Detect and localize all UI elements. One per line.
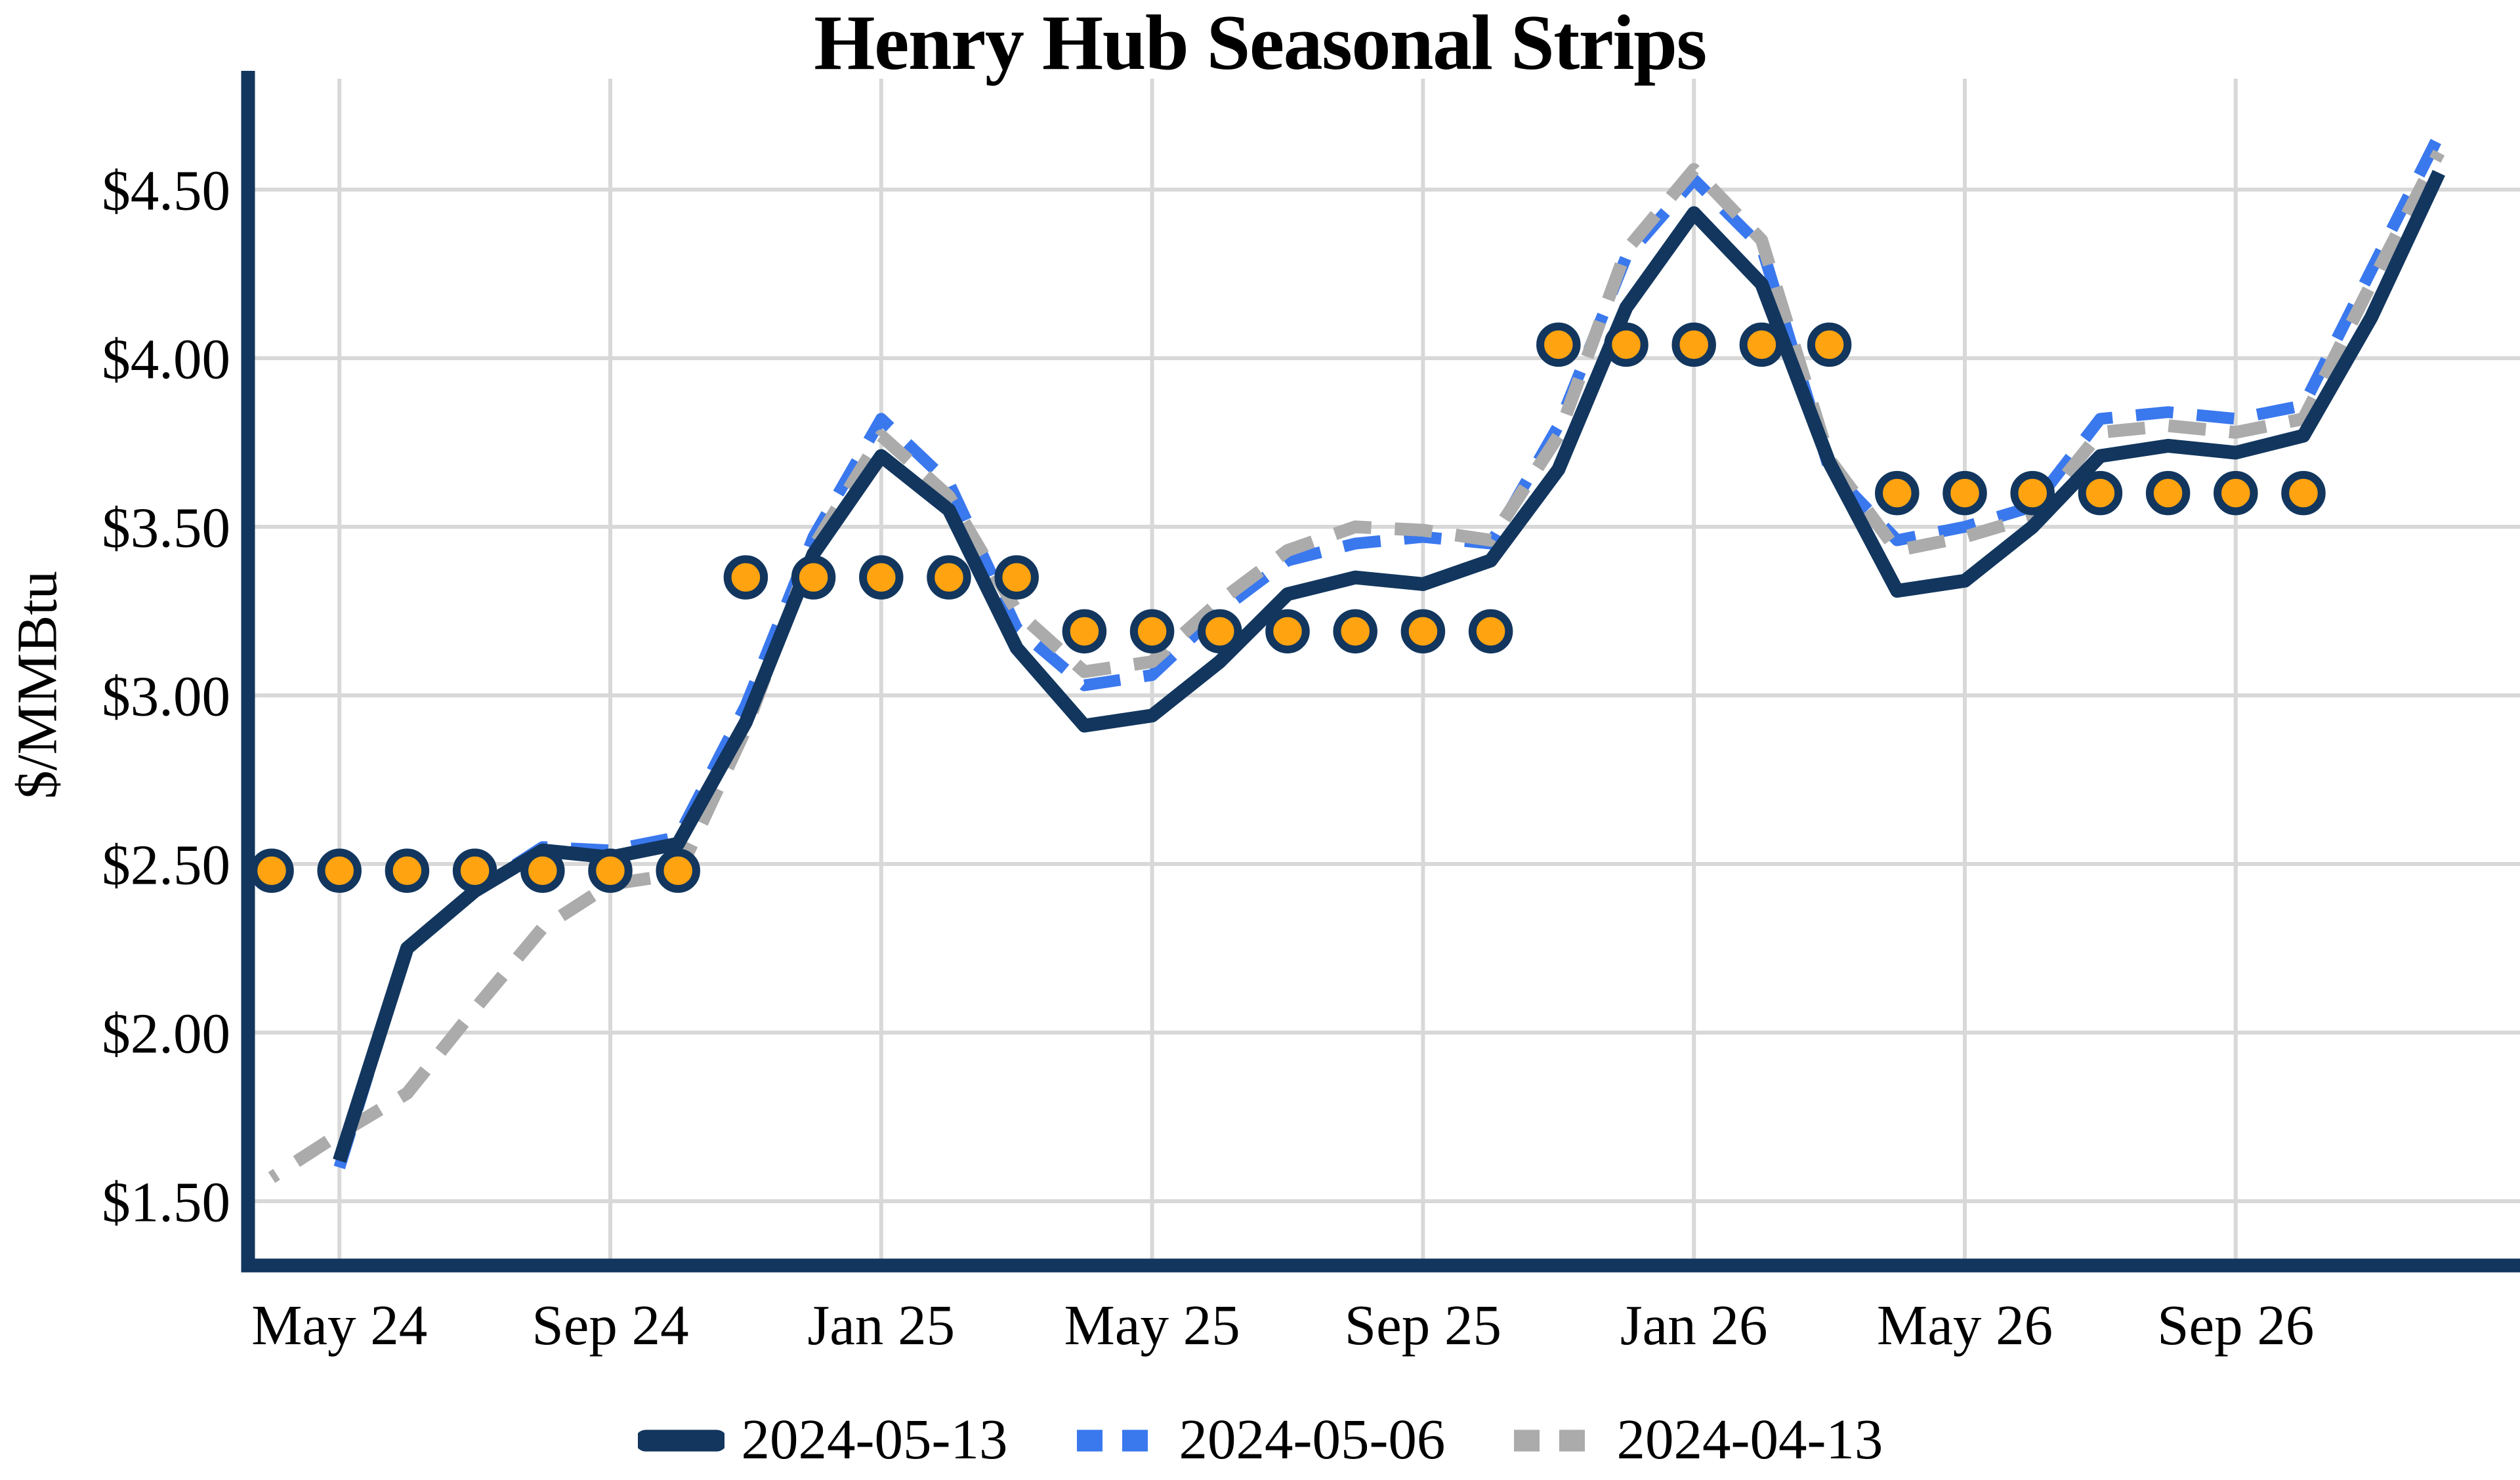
strip-marker	[1468, 609, 1513, 654]
strip-marker	[520, 848, 565, 893]
strip-marker	[927, 555, 971, 600]
legend-item-2024-05-06: 2024-05-06	[1074, 1408, 1445, 1473]
strip-marker	[452, 848, 497, 893]
strip-marker	[317, 848, 362, 893]
legend-label: 2024-04-13	[1616, 1408, 1883, 1471]
y-tick-label: $2.00	[102, 1001, 230, 1065]
legend-swatch-dashed-blue	[1076, 1429, 1160, 1452]
strip-marker	[2281, 470, 2326, 516]
legend-item-2024-05-13: 2024-05-13	[637, 1408, 1008, 1473]
legend-swatch-dashed-gray	[1514, 1429, 1597, 1452]
x-tick-label: Sep 24	[532, 1293, 688, 1357]
chart-title: Henry Hub Seasonal Strips	[814, 0, 1707, 87]
x-tick-label: Jan 25	[807, 1293, 955, 1357]
strip-marker	[791, 555, 836, 600]
strip-marker	[723, 555, 768, 600]
strip-marker	[1942, 470, 1987, 516]
x-tick-label: May 26	[1877, 1293, 2053, 1357]
x-tick-label: Sep 25	[1345, 1293, 1502, 1357]
strip-marker	[2010, 470, 2055, 516]
chart-legend: 2024-05-13 2024-05-06 2024-04-13	[0, 1401, 2520, 1480]
strip-marker	[588, 848, 633, 893]
y-tick-label: $1.50	[102, 1170, 230, 1233]
strip-marker	[656, 848, 700, 893]
legend-swatch-solid-navy	[637, 1429, 724, 1452]
strip-marker	[1265, 609, 1310, 654]
y-tick-label: $3.00	[102, 664, 230, 728]
series-line-2024-05-13	[333, 169, 2445, 1163]
strip-marker	[1129, 609, 1175, 654]
strip-marker	[1062, 609, 1107, 654]
y-tick-label: $4.00	[102, 327, 230, 390]
legend-label: 2024-05-06	[1179, 1408, 1446, 1471]
x-tick-label: Jan 26	[1620, 1293, 1768, 1357]
strip-marker	[1671, 322, 1716, 367]
y-tick-label: $3.50	[102, 495, 230, 559]
strip-marker	[859, 555, 904, 600]
legend-item-2024-04-13: 2024-04-13	[1512, 1408, 1883, 1473]
strip-marker	[2078, 470, 2123, 516]
strip-marker	[2214, 470, 2258, 516]
strip-marker	[1400, 609, 1446, 654]
strip-marker	[1807, 322, 1852, 367]
series-line-2024-05-06	[333, 133, 2445, 1170]
strip-marker	[2145, 470, 2191, 516]
x-tick-label: May 24	[251, 1293, 427, 1357]
y-tick-label: $4.50	[102, 158, 230, 222]
legend-label: 2024-05-13	[741, 1408, 1008, 1471]
strip-marker	[1198, 609, 1242, 654]
series-line-2024-04-13	[268, 150, 2445, 1183]
strip-marker	[1875, 470, 1920, 516]
strip-marker	[994, 555, 1039, 600]
strip-marker	[1536, 322, 1581, 367]
strip-marker	[249, 848, 294, 893]
strip-marker	[1604, 322, 1648, 367]
x-tick-label: May 25	[1064, 1293, 1240, 1357]
strip-marker	[1333, 609, 1377, 654]
x-tick-label: Sep 26	[2157, 1293, 2314, 1357]
strip-marker	[1739, 322, 1784, 367]
y-tick-label: $2.50	[102, 832, 230, 896]
strip-marker	[385, 848, 430, 893]
y-axis-label: $/MMBtu	[7, 570, 70, 800]
